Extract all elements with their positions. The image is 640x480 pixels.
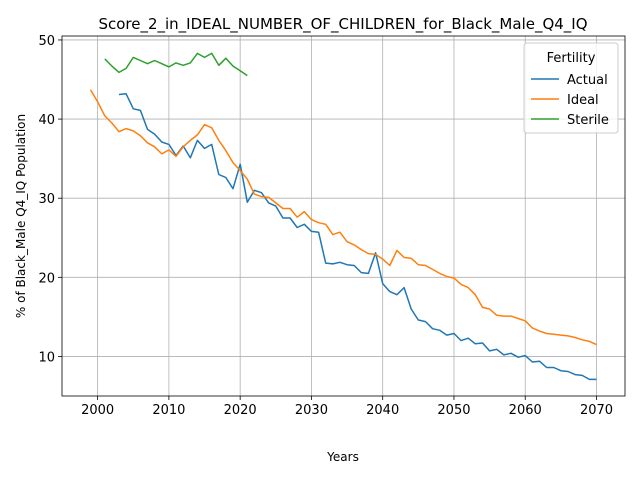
y-tick-label: 50 (38, 34, 55, 49)
x-tick-label: 2070 (580, 403, 613, 418)
series-line-ideal (89, 89, 597, 346)
series-line-actual (118, 93, 597, 381)
series-lines (89, 52, 597, 381)
y-tick-label: 20 (38, 271, 55, 286)
legend-label-ideal: Ideal (567, 93, 599, 108)
legend-label-sterile: Sterile (567, 113, 609, 128)
y-tick-label: 30 (38, 192, 55, 207)
x-tick-label: 2020 (224, 403, 257, 418)
x-tick-label: 2010 (152, 403, 185, 418)
chart-title: Score_2_in_IDEAL_NUMBER_OF_CHILDREN_for_… (98, 15, 587, 34)
legend-frame (523, 42, 619, 134)
legend: Fertility Actual Ideal Sterile (523, 42, 619, 134)
series-line-sterile (104, 52, 248, 77)
x-tick-label: 2050 (437, 403, 470, 418)
x-axis-ticks: 2000 2010 2020 2030 2040 2050 2060 2070 (81, 396, 613, 418)
x-tick-label: 2060 (509, 403, 542, 418)
x-tick-label: 2000 (81, 403, 114, 418)
y-tick-label: 10 (38, 350, 55, 365)
x-axis-label: Years (326, 450, 359, 464)
x-tick-label: 2040 (366, 403, 399, 418)
y-axis-ticks: 10 20 30 40 50 (38, 34, 62, 365)
legend-title: Fertility (547, 51, 596, 66)
plot-frame (61, 35, 626, 397)
y-axis-label: % of Black_Male Q4_IQ Population (14, 114, 28, 318)
legend-items: Actual Ideal Sterile (531, 73, 609, 128)
y-tick-label: 40 (38, 113, 55, 128)
x-tick-label: 2030 (295, 403, 328, 418)
legend-label-actual: Actual (567, 73, 608, 88)
